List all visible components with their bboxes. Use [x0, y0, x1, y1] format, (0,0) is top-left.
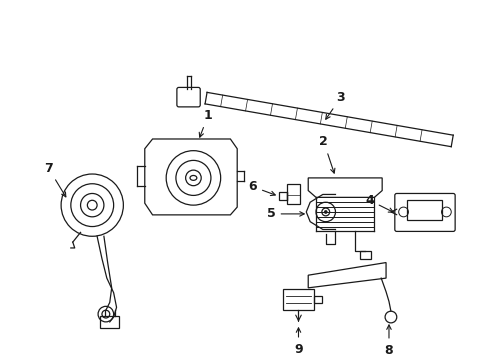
Text: 8: 8: [384, 325, 392, 357]
Text: 9: 9: [294, 328, 302, 356]
Bar: [359, 251, 371, 258]
Text: 5: 5: [266, 207, 304, 220]
Text: 4: 4: [365, 194, 392, 212]
Bar: [313, 296, 321, 303]
Bar: [283, 289, 313, 310]
Bar: [279, 193, 286, 200]
Bar: [407, 200, 442, 220]
Circle shape: [324, 211, 326, 213]
Bar: [286, 184, 300, 204]
Text: 7: 7: [44, 162, 66, 197]
Text: 1: 1: [199, 109, 212, 137]
Bar: [100, 316, 119, 328]
Text: 6: 6: [248, 180, 275, 195]
Text: 3: 3: [325, 91, 345, 119]
Text: 2: 2: [319, 135, 334, 173]
